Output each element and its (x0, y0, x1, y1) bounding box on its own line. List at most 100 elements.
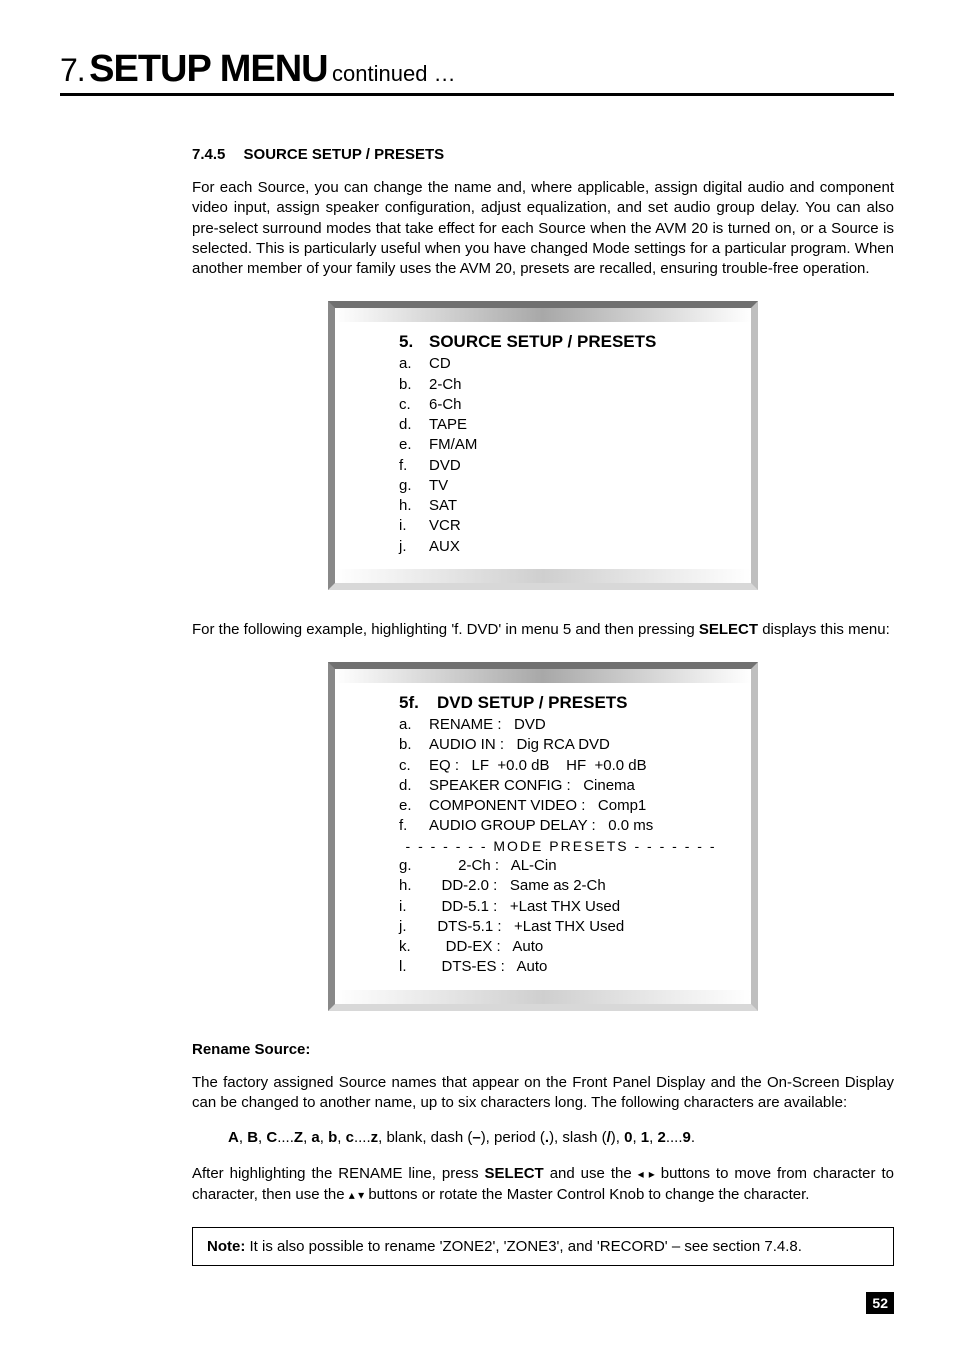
panel-row-key: i. (399, 897, 429, 917)
after-1b: SELECT (485, 1165, 544, 1182)
panel-row-key: j. (399, 537, 429, 557)
charset-bold: Z (294, 1129, 303, 1146)
charset-text: , (632, 1129, 640, 1146)
panel-row: h.SAT (399, 496, 723, 516)
panel-row: h. DD-2.0 : Same as 2-Ch (399, 876, 723, 896)
panel-row: l. DTS-ES : Auto (399, 957, 723, 977)
panel-row-value: SAT (429, 496, 723, 516)
charset-text: . (691, 1129, 695, 1146)
panel1-title-val: SOURCE SETUP / PRESETS (429, 332, 656, 352)
chapter-header: 7. SETUP MENU continued … (60, 48, 894, 96)
panel-row-key: f. (399, 456, 429, 476)
mid-text-post: displays this menu: (758, 621, 890, 638)
panel-row-key: g. (399, 856, 429, 876)
panel-row: g. 2-Ch : AL-Cin (399, 856, 723, 876)
chapter-continued: continued … (332, 61, 456, 86)
panel-row-value: 6-Ch (429, 395, 723, 415)
panel-row-key: f. (399, 816, 429, 836)
panel-row-value: DD-EX : Auto (429, 937, 723, 957)
panel-row-value: RENAME : DVD (429, 715, 723, 735)
after-1e: buttons or rotate the Master Control Kno… (364, 1186, 809, 1203)
panel-row: d.SPEAKER CONFIG : Cinema (399, 776, 723, 796)
after-1c: and use the (544, 1165, 638, 1182)
panel-row-value: DD-5.1 : +Last THX Used (429, 897, 723, 917)
section-heading: 7.4.5 SOURCE SETUP / PRESETS (192, 146, 894, 163)
charset-bold: 9 (682, 1129, 690, 1146)
panel-row-value: DTS-5.1 : +Last THX Used (429, 917, 723, 937)
panel-row-key: i. (399, 516, 429, 536)
panel-row-key: c. (399, 395, 429, 415)
panel-row-value: 2-Ch (429, 375, 723, 395)
panel-row-key: e. (399, 796, 429, 816)
panel2-title-key: 5f. (399, 693, 437, 713)
after-paragraph: After highlighting the RENAME line, pres… (192, 1164, 894, 1205)
panel2-title-row: 5f. DVD SETUP / PRESETS (399, 693, 723, 713)
panel-row: i. DD-5.1 : +Last THX Used (399, 897, 723, 917)
panel-row-value: COMPONENT VIDEO : Comp1 (429, 796, 723, 816)
panel-row: f.DVD (399, 456, 723, 476)
charset-bold: A (228, 1129, 239, 1146)
chapter-number: 7. (60, 52, 85, 88)
page-number: 52 (866, 1292, 894, 1314)
section-number: 7.4.5 (192, 146, 225, 163)
panel1-title-row: 5. SOURCE SETUP / PRESETS (399, 332, 723, 352)
charset-text: , blank, dash ( (378, 1129, 472, 1146)
panel-row: a.RENAME : DVD (399, 715, 723, 735)
charset-text: , (239, 1129, 247, 1146)
panel-row-value: SPEAKER CONFIG : Cinema (429, 776, 723, 796)
panel-row: c.6-Ch (399, 395, 723, 415)
panel-row-key: e. (399, 435, 429, 455)
panel-row: j. DTS-5.1 : +Last THX Used (399, 917, 723, 937)
intro-paragraph: For each Source, you can change the name… (192, 178, 894, 279)
charset-text: ), (611, 1129, 624, 1146)
panel-row-value: VCR (429, 516, 723, 536)
after-1a: After highlighting the RENAME line, pres… (192, 1165, 485, 1182)
panel1-title-key: 5. (399, 332, 429, 352)
charset-text: .... (354, 1129, 371, 1146)
charset-text: .... (277, 1129, 294, 1146)
panel-row-value: TAPE (429, 415, 723, 435)
section-title: SOURCE SETUP / PRESETS (244, 146, 445, 163)
panel-row: b.AUDIO IN : Dig RCA DVD (399, 735, 723, 755)
charset-text: ), slash ( (549, 1129, 607, 1146)
panel-row-value: TV (429, 476, 723, 496)
rename-heading: Rename Source: (192, 1041, 894, 1058)
panel-row-value: AUDIO IN : Dig RCA DVD (429, 735, 723, 755)
panel-row-key: h. (399, 876, 429, 896)
charset-text: ), period ( (481, 1129, 545, 1146)
panel-row-key: a. (399, 715, 429, 735)
charset-bold: 1 (641, 1129, 649, 1146)
charset-bold: a (311, 1129, 319, 1146)
note-box: Note: It is also possible to rename 'ZON… (192, 1227, 894, 1266)
mid-text-pre: For the following example, highlighting … (192, 621, 699, 638)
panel2-separator: - - - - - - - MODE PRESETS - - - - - - - (399, 837, 723, 857)
panel-row-value: CD (429, 354, 723, 374)
charset-bold: 2 (657, 1129, 665, 1146)
charset-bold: z (371, 1129, 379, 1146)
panel-row: k. DD-EX : Auto (399, 937, 723, 957)
left-right-arrows-icon: ◂ ▸ (638, 1167, 655, 1181)
charset-text: , (337, 1129, 345, 1146)
panel-row-key: k. (399, 937, 429, 957)
mid-text-bold: SELECT (699, 621, 758, 638)
panel-row-key: d. (399, 776, 429, 796)
menu-panel-source-list: 5. SOURCE SETUP / PRESETS a.CDb.2-Chc.6-… (328, 301, 758, 590)
charset-bold: B (247, 1129, 258, 1146)
panel-row-value: AUDIO GROUP DELAY : 0.0 ms (429, 816, 723, 836)
panel-row-key: b. (399, 735, 429, 755)
panel-row: a.CD (399, 354, 723, 374)
panel-row-key: d. (399, 415, 429, 435)
panel-row-value: DVD (429, 456, 723, 476)
panel-row: e.COMPONENT VIDEO : Comp1 (399, 796, 723, 816)
menu-panel-dvd-setup: 5f. DVD SETUP / PRESETS a.RENAME : DVDb.… (328, 662, 758, 1011)
rename-paragraph: The factory assigned Source names that a… (192, 1073, 894, 1114)
charset-line: A, B, C....Z, a, b, c....z, blank, dash … (192, 1128, 894, 1148)
charset-bold: – (472, 1129, 480, 1146)
panel-row-key: c. (399, 756, 429, 776)
panel-row: f.AUDIO GROUP DELAY : 0.0 ms (399, 816, 723, 836)
panel-row-key: a. (399, 354, 429, 374)
note-text: It is also possible to rename 'ZONE2', '… (245, 1238, 802, 1255)
panel-row: e.FM/AM (399, 435, 723, 455)
panel-row: d.TAPE (399, 415, 723, 435)
panel-row-value: FM/AM (429, 435, 723, 455)
